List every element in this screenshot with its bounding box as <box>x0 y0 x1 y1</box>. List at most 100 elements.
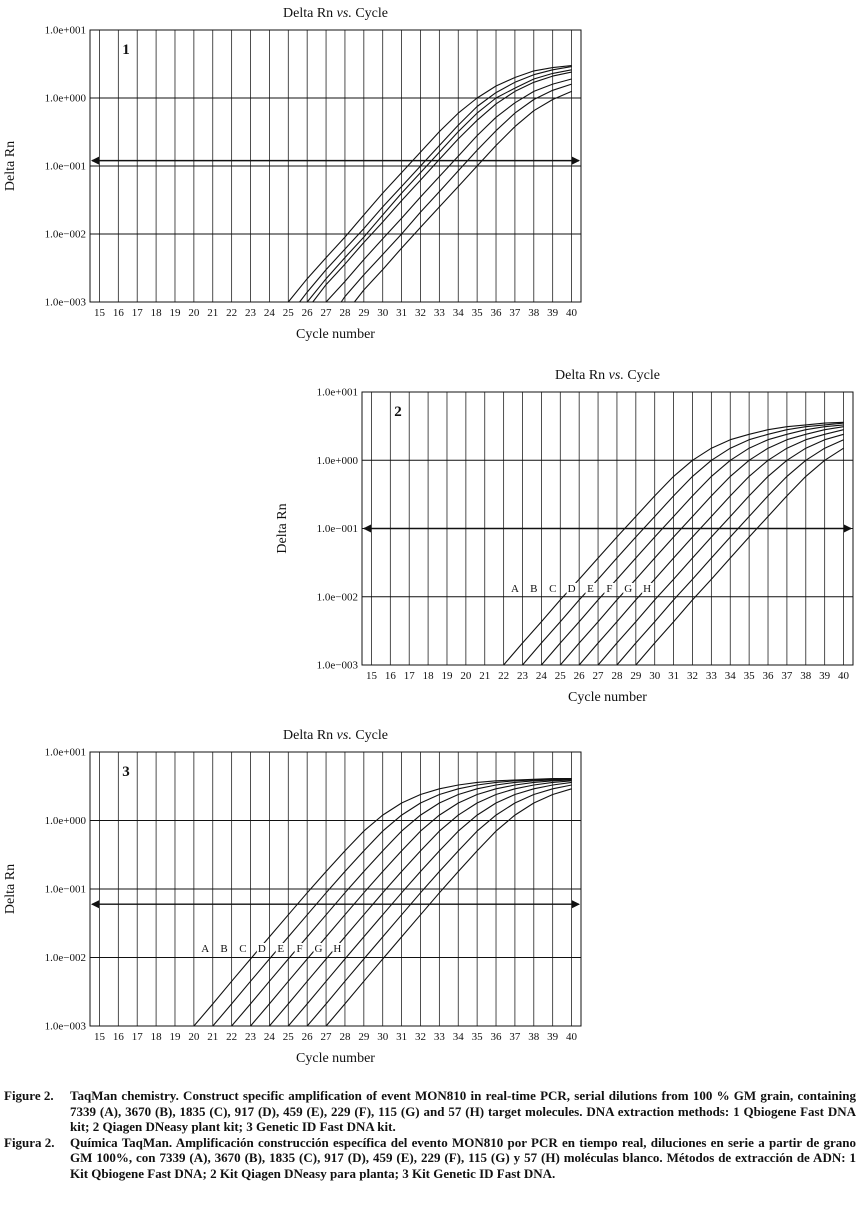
y-tick-label: 1.0e+001 <box>45 747 86 759</box>
panel-number: 2 <box>394 404 402 420</box>
panel-number: 3 <box>122 764 130 780</box>
x-tick-label: 17 <box>132 1031 144 1043</box>
x-tick-label: 38 <box>528 307 540 319</box>
y-tick-label: 1.0e−003 <box>317 660 359 672</box>
y-axis-label: Delta Rn <box>3 864 18 914</box>
series-label-bg <box>585 583 596 594</box>
x-tick-label: 32 <box>687 670 698 682</box>
x-tick-label: 26 <box>574 670 586 682</box>
x-tick-label: 35 <box>472 1031 484 1043</box>
amplification-curve-E <box>578 429 844 666</box>
series-label-bg <box>237 943 248 954</box>
series-label-bg <box>509 583 520 594</box>
x-tick-label: 40 <box>566 1031 578 1043</box>
x-tick-label: 15 <box>366 670 378 682</box>
x-tick-label: 23 <box>517 670 529 682</box>
x-tick-label: 19 <box>169 1031 181 1043</box>
caption-spanish: Figura 2. Química TaqMan. Amplificación … <box>4 1135 856 1182</box>
x-tick-label: 34 <box>725 670 737 682</box>
figure-caption: Figure 2. TaqMan chemistry. Construct sp… <box>4 1088 856 1182</box>
series-label-A: A <box>201 943 209 955</box>
x-tick-label: 25 <box>283 1031 295 1043</box>
x-tick-label: 23 <box>245 1031 257 1043</box>
amplification-curve-D <box>250 779 572 1027</box>
y-tick-label: 1.0e−003 <box>45 297 87 309</box>
x-tick-label: 35 <box>744 670 756 682</box>
x-tick-label: 24 <box>536 670 548 682</box>
series-label-bg <box>604 583 615 594</box>
caption-english-lead: Figure 2. <box>4 1088 54 1103</box>
y-tick-label: 1.0e−001 <box>45 161 86 173</box>
chart-panel-3: 15 16 17 18 19 20 21 22 23 24 25 26 27 28 29 30 31 32 33 34… <box>3 728 582 1066</box>
x-tick-label: 40 <box>838 670 850 682</box>
threshold-arrow-right <box>844 524 852 533</box>
amplification-curve-D <box>559 426 844 666</box>
series-label-bg <box>566 583 577 594</box>
x-tick-label: 36 <box>763 670 775 682</box>
x-tick-label: 20 <box>188 307 200 319</box>
series-label-D: D <box>568 583 576 595</box>
x-tick-label: 16 <box>385 670 397 682</box>
x-tick-label: 28 <box>339 1031 351 1043</box>
series-label-bg <box>275 943 286 954</box>
threshold-arrow-right <box>572 156 580 165</box>
x-tick-label: 22 <box>226 307 237 319</box>
x-tick-label: 20 <box>460 670 472 682</box>
x-tick-label: 22 <box>498 670 509 682</box>
x-tick-label: 16 <box>113 307 125 319</box>
x-tick-label: 33 <box>706 670 718 682</box>
x-tick-label: 26 <box>302 307 314 319</box>
series-label-D: D <box>258 943 266 955</box>
series-label-bg <box>294 943 305 954</box>
series-label-bg <box>547 583 558 594</box>
amplification-curve-B <box>522 422 844 666</box>
x-tick-label: 29 <box>358 307 370 319</box>
x-tick-label: 19 <box>441 670 453 682</box>
amplification-curve-G <box>306 784 572 1027</box>
x-tick-label: 36 <box>491 1031 503 1043</box>
x-tick-label: 31 <box>396 1031 407 1043</box>
amplification-curve-G <box>616 439 844 666</box>
x-tick-label: 28 <box>611 670 623 682</box>
x-tick-label: 39 <box>819 670 831 682</box>
series-label-F: F <box>606 583 612 595</box>
amplification-curve <box>353 90 572 303</box>
x-tick-label: 16 <box>113 1031 125 1043</box>
y-tick-label: 1.0e+000 <box>45 93 87 105</box>
x-tick-label: 18 <box>423 670 435 682</box>
x-tick-label: 18 <box>151 1031 163 1043</box>
amplification-curve <box>312 71 572 303</box>
series-label-bg <box>313 943 324 954</box>
x-tick-label: 30 <box>649 670 661 682</box>
series-label-bg <box>642 583 653 594</box>
x-tick-label: 26 <box>302 1031 314 1043</box>
series-label-A: A <box>511 583 519 595</box>
x-tick-label: 37 <box>781 670 793 682</box>
x-tick-label: 35 <box>472 307 484 319</box>
x-tick-label: 23 <box>245 307 257 319</box>
caption-english: Figure 2. TaqMan chemistry. Construct sp… <box>4 1088 856 1135</box>
series-label-E: E <box>587 583 594 595</box>
y-axis-label: Delta Rn <box>275 503 290 553</box>
amplification-curve-A <box>193 777 572 1027</box>
x-tick-label: 39 <box>547 1031 559 1043</box>
x-tick-label: 27 <box>321 307 333 319</box>
y-tick-label: 1.0e−002 <box>45 952 86 964</box>
x-tick-label: 22 <box>226 1031 237 1043</box>
y-tick-label: 1.0e−003 <box>45 1021 87 1033</box>
amplification-curve <box>340 83 572 303</box>
series-label-bg <box>332 943 343 954</box>
series-label-bg <box>219 943 230 954</box>
x-tick-label: 21 <box>207 1031 218 1043</box>
series-label-C: C <box>239 943 246 955</box>
chart-title: Delta Rn vs. Cycle <box>283 6 388 21</box>
amplification-curve-H <box>635 447 844 666</box>
x-tick-label: 24 <box>264 1031 276 1043</box>
x-tick-label: 29 <box>630 670 642 682</box>
x-tick-label: 20 <box>188 1031 200 1043</box>
series-label-G: G <box>624 583 632 595</box>
x-tick-label: 18 <box>151 307 163 319</box>
amplification-curve-C <box>540 424 844 666</box>
threshold-arrow-left <box>91 900 99 909</box>
x-tick-label: 38 <box>528 1031 540 1043</box>
